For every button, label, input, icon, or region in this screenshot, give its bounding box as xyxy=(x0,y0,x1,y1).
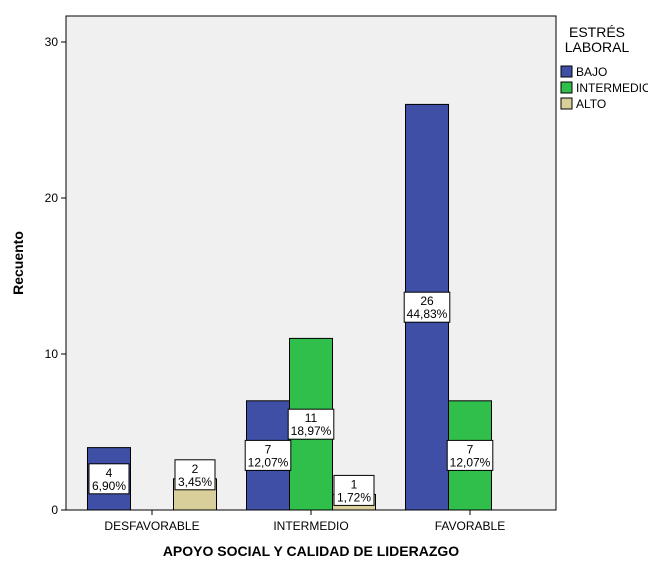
data-label-intermedio-favorable: 712,07% xyxy=(446,439,494,471)
data-label-alto-intermedio: 11,72% xyxy=(333,474,375,506)
data-label-percent: 12,07% xyxy=(248,455,289,469)
data-label-percent: 44,83% xyxy=(407,307,448,321)
data-label-bajo-desfavorable: 46,90% xyxy=(88,463,130,495)
legend-title-line: LABORAL xyxy=(565,39,630,55)
data-label-percent: 3,45% xyxy=(178,475,212,489)
axes-layer: 0 10 20 30 DESFAVORABLE INTERMEDIO FAVORABLE AP… xyxy=(10,35,505,559)
legend-swatch-alto xyxy=(560,97,573,110)
data-label-box xyxy=(446,439,494,471)
y-tick-label: 0 xyxy=(51,503,58,517)
data-label-percent: 6,90% xyxy=(92,479,126,493)
data-label-percent: 18,97% xyxy=(291,424,332,438)
legend-swatch-intermedio xyxy=(560,81,573,94)
data-label-count: 4 xyxy=(106,466,113,480)
y-tick-label: 20 xyxy=(45,191,59,205)
data-label-alto-desfavorable: 23,45% xyxy=(174,459,216,491)
data-label-box xyxy=(403,291,451,323)
data-label-box xyxy=(244,439,292,471)
legend-swatch-bajo xyxy=(560,65,573,78)
data-label-count: 2 xyxy=(192,462,199,476)
legend-label-intermedio: INTERMEDIO xyxy=(576,81,648,95)
legend-label-alto: ALTO xyxy=(576,97,606,111)
data-label-count: 11 xyxy=(305,411,318,425)
y-tick-label: 30 xyxy=(45,35,59,49)
x-tick-label-favorable: FAVORABLE xyxy=(435,519,505,533)
legend-label-bajo: BAJO xyxy=(576,65,607,79)
data-label-bajo-intermedio: 712,07% xyxy=(244,439,292,471)
data-label-box xyxy=(88,463,130,495)
data-label-count: 26 xyxy=(420,294,434,308)
data-label-count: 7 xyxy=(265,442,272,456)
x-tick-label-desfavorable: DESFAVORABLE xyxy=(104,519,199,533)
y-tick-label: 10 xyxy=(45,347,59,361)
x-axis-title: APOYO SOCIAL Y CALIDAD DE LIDERAZGO xyxy=(163,543,459,559)
data-label-count: 7 xyxy=(467,442,474,456)
y-axis-title: Recuento xyxy=(10,231,26,295)
data-label-box xyxy=(287,408,335,440)
data-label-box xyxy=(174,459,216,491)
data-label-box xyxy=(333,474,375,506)
data-labels-layer: 46,90%23,45%712,07%1118,97%11,72%2644,83… xyxy=(88,291,494,506)
data-label-percent: 1,72% xyxy=(337,490,371,504)
data-label-count: 1 xyxy=(351,477,358,491)
data-label-percent: 12,07% xyxy=(450,455,491,469)
x-tick-label-intermedio: INTERMEDIO xyxy=(273,519,348,533)
legend-title-line: ESTRÉS xyxy=(569,24,625,40)
